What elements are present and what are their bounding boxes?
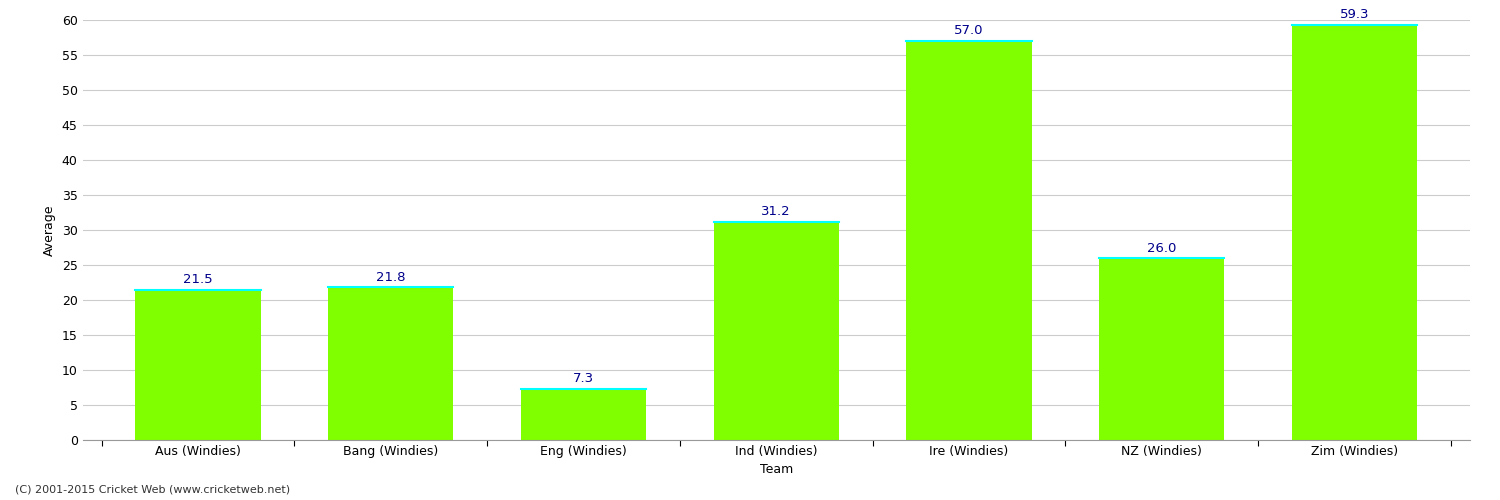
Text: 59.3: 59.3 xyxy=(1340,8,1370,22)
Text: 31.2: 31.2 xyxy=(762,205,790,218)
Bar xyxy=(328,288,453,440)
Text: 21.8: 21.8 xyxy=(376,271,405,284)
Bar xyxy=(135,290,261,440)
X-axis label: Team: Team xyxy=(759,464,794,476)
Text: 7.3: 7.3 xyxy=(573,372,594,386)
Text: (C) 2001-2015 Cricket Web (www.cricketweb.net): (C) 2001-2015 Cricket Web (www.cricketwe… xyxy=(15,485,290,495)
Text: 26.0: 26.0 xyxy=(1148,242,1176,254)
Text: 21.5: 21.5 xyxy=(183,273,213,286)
Bar xyxy=(714,222,839,440)
Bar xyxy=(906,41,1032,440)
Bar xyxy=(520,389,646,440)
Bar xyxy=(1292,25,1418,440)
Y-axis label: Average: Average xyxy=(44,204,55,256)
Bar xyxy=(1100,258,1224,440)
Text: 57.0: 57.0 xyxy=(954,24,984,38)
